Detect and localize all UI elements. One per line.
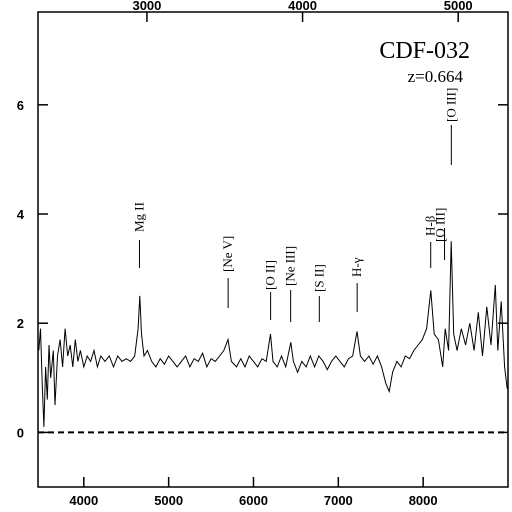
line-label: [Ne V] [220,236,235,272]
y-tick-label: 6 [17,98,24,113]
line-label: Mg II [131,202,146,232]
x-tick-label: 5000 [154,493,183,508]
spectrum [38,241,508,427]
y-tick-label: 4 [17,207,25,222]
chart-title: CDF-032 [379,38,470,64]
y-tick-label: 2 [17,316,24,331]
x2-tick-label: 4000 [288,0,317,13]
chart-subtitle: z=0.664 [408,67,464,86]
line-label: [O III] [443,88,458,122]
line-label: [Ne III] [283,246,298,286]
line-label: H-β [423,215,438,236]
x2-tick-label: 3000 [132,0,161,13]
line-label: [S II] [311,264,326,292]
x2-tick-label: 5000 [444,0,473,13]
line-label: [O II] [263,260,278,290]
plot-frame [37,11,509,488]
x-tick-label: 7000 [324,493,353,508]
line-label: H-γ [349,257,364,277]
x-tick-label: 8000 [409,493,438,508]
x-tick-label: 6000 [239,493,268,508]
line-label: [O III] [433,208,448,242]
x-tick-label: 4000 [69,493,98,508]
y-tick-label: 0 [17,425,24,440]
